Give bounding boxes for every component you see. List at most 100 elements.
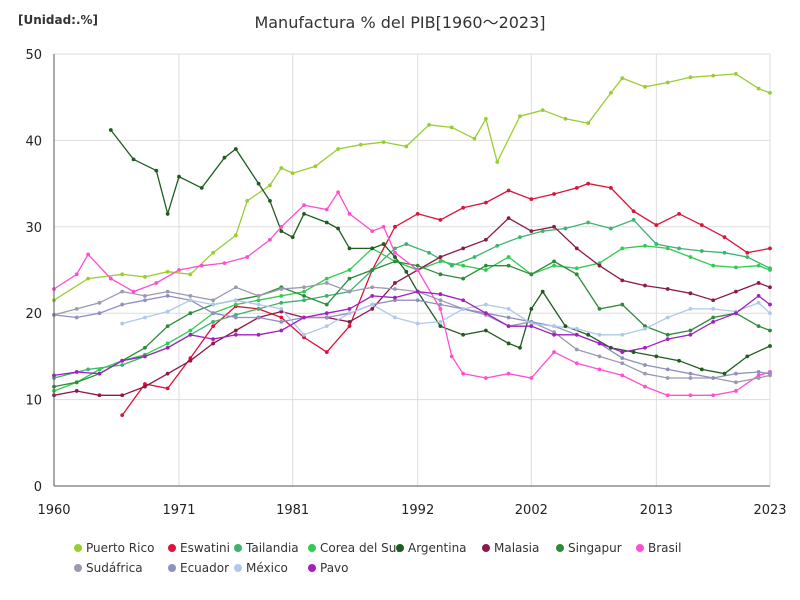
data-point [483,311,488,316]
data-points [52,71,772,418]
data-point [131,289,136,294]
data-point [711,306,716,311]
data-point [393,255,397,259]
data-point [370,306,375,311]
data-point [711,319,716,324]
data-point [74,306,79,311]
data-point [768,344,772,348]
series-line [53,219,771,379]
data-point [643,326,647,331]
x-tick-label: 2013 [640,503,673,518]
data-point [245,255,250,259]
data-point [302,289,306,294]
data-point [74,389,79,393]
legend-marker [168,564,176,572]
data-point [120,363,125,367]
legend-item: Puerto Rico [74,541,154,555]
data-point [699,367,704,372]
data-point [393,224,397,229]
data-point [734,380,738,385]
data-point [608,186,613,190]
data-point [665,367,670,372]
data-point [552,332,556,337]
legend-label: Ecuador [180,561,229,575]
data-point [461,306,466,311]
data-point [461,205,466,210]
data-point [643,384,647,389]
data-point [461,263,466,268]
data-point [665,393,670,398]
legend-label: Eswatini [180,541,230,555]
data-point [347,211,352,216]
data-point [643,371,647,376]
data-point [529,324,534,329]
data-point [324,302,329,307]
legend-label: Puerto Rico [86,541,154,555]
legend-item: Corea del Sur [308,541,401,555]
legend-item: Singapur [556,541,622,555]
data-point [313,164,318,169]
data-point [506,188,511,193]
data-point [461,276,466,281]
legend-label: Corea del Sur [320,541,401,555]
data-point [347,276,352,281]
data-point [415,289,420,294]
data-point [143,315,147,320]
data-point [518,345,522,350]
legend-label: Singapur [568,541,622,555]
data-point [404,242,409,246]
data-point [768,285,772,290]
data-point [268,237,272,242]
data-point [165,345,170,350]
data-point [620,350,625,354]
y-tick-label: 20 [25,307,42,322]
data-point [665,80,670,85]
data-point [279,319,284,324]
data-point [211,337,216,342]
data-point [665,287,670,291]
data-point [415,263,420,268]
data-point [574,272,579,277]
data-point [631,350,636,354]
data-point [324,220,329,225]
data-point [574,347,579,352]
data-point [324,281,329,285]
data-point [143,345,147,350]
data-point [643,84,647,89]
data-point [756,376,761,380]
legend-marker [482,544,490,552]
data-point [97,300,102,305]
x-tick-label: 2002 [515,503,548,518]
data-point [347,246,352,251]
unit-label: [Unidad:.%] [18,13,98,27]
data-point [529,376,534,380]
data-point [461,371,466,376]
grid-lines [53,53,771,487]
data-point [222,261,227,265]
data-point [608,345,613,350]
data-point [461,246,466,251]
legend-label: Brasil [648,541,681,555]
data-point [370,246,375,251]
data-point [211,324,216,329]
legend-item: Tailandia [234,541,299,555]
data-point [768,302,772,307]
data-point [711,263,716,268]
legend: Puerto Rico Eswatini Tailandia Corea del Su… [74,541,681,575]
data-point [768,371,772,376]
data-point [665,315,670,320]
data-point [722,371,727,376]
data-point [233,285,238,290]
data-point [233,332,238,337]
data-point [506,324,511,329]
legend-marker [556,544,564,552]
data-point [677,211,681,216]
data-point [734,265,738,270]
legend-item: Argentina [396,541,467,555]
data-point [370,285,375,290]
data-point [154,168,159,173]
data-point [552,350,556,354]
chart-title: Manufactura % del PIB[1960～2023] [254,13,545,32]
data-point [324,207,329,212]
legend-item: Pavo [308,561,349,575]
